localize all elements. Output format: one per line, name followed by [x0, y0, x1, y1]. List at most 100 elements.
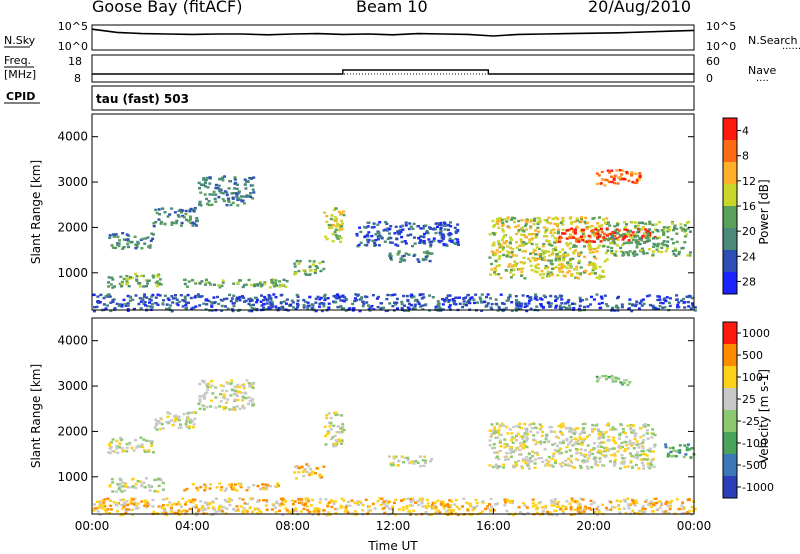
echo-cell [570, 499, 574, 503]
echo-cell [578, 259, 581, 263]
echo-cell [570, 461, 574, 464]
echo-cell [509, 445, 513, 449]
echo-cell [549, 229, 553, 232]
echo-cell [210, 380, 214, 383]
echo-cell [367, 238, 371, 242]
echo-cell [405, 507, 409, 510]
echo-cell [561, 422, 565, 425]
echo-cell [272, 285, 276, 288]
x-tick-label: 00:00 [75, 519, 110, 533]
x-tick-label: 00:00 [677, 519, 712, 533]
echo-cell [624, 226, 627, 229]
echo-cell [213, 197, 217, 201]
echo-cell [371, 502, 375, 506]
echo-cell [612, 464, 616, 467]
echo-cell [541, 306, 545, 309]
echo-cell [601, 464, 604, 467]
echo-cell [106, 508, 110, 511]
echo-cell [568, 449, 572, 452]
echo-cell [267, 296, 271, 300]
echo-cell [447, 505, 451, 509]
echo-cell [651, 304, 655, 308]
echo-cell [629, 423, 633, 427]
echo-cell [186, 415, 190, 419]
echo-cell [268, 286, 272, 289]
echo-cell [565, 500, 569, 503]
echo-cell [568, 307, 572, 310]
echo-cell [638, 443, 642, 446]
echo-cell [184, 503, 187, 506]
echo-cell [231, 309, 235, 313]
echo-cell [141, 297, 145, 301]
echo-cell [432, 228, 435, 231]
echo-cell [504, 501, 507, 504]
echo-cell [557, 240, 561, 243]
echo-cell [252, 176, 256, 179]
echo-cell [204, 283, 207, 286]
echo-cell [177, 513, 181, 517]
echo-cell [313, 472, 317, 475]
echo-cell [588, 225, 591, 229]
echo-cell [203, 489, 207, 492]
echo-cell [515, 232, 519, 236]
echo-cell [236, 192, 240, 195]
echo-cell [252, 307, 256, 310]
echo-cell [250, 306, 254, 310]
echo-cell [543, 441, 547, 444]
echo-cell [512, 273, 516, 276]
echo-cell [553, 448, 557, 452]
echo-cell [651, 450, 655, 453]
echo-cell [184, 422, 188, 426]
echo-cell [560, 267, 563, 270]
echo-cell [596, 464, 600, 467]
echo-cell [588, 236, 592, 239]
echo-cell [606, 169, 610, 172]
echo-cell [236, 309, 240, 312]
echo-cell [604, 303, 608, 306]
echo-cell [256, 284, 260, 287]
echo-cell [561, 216, 565, 220]
echo-cell [546, 221, 550, 224]
echo-cell [517, 506, 521, 509]
echo-cell [627, 503, 631, 506]
echo-cell [587, 239, 591, 243]
beam-title: Beam 10 [356, 0, 428, 16]
echo-cell [131, 298, 135, 301]
echo-cell [631, 466, 634, 469]
echo-cell [474, 498, 478, 502]
echo-cell [533, 297, 537, 300]
echo-cell [532, 257, 536, 260]
echo-cell [191, 306, 195, 309]
echo-cell [606, 304, 610, 308]
echo-cell [596, 451, 600, 454]
echo-cell [644, 228, 648, 231]
colorbar-frame [722, 321, 738, 499]
echo-cell [593, 247, 597, 251]
echo-cell [644, 222, 648, 225]
echo-cell [366, 304, 370, 307]
noise-sky-line [91, 28, 695, 37]
echo-cell [588, 247, 592, 250]
echo-cell [177, 509, 181, 512]
echo-cell [561, 509, 565, 513]
echo-cell [241, 199, 245, 202]
echo-cell [332, 208, 336, 211]
colorbar-swatch [723, 184, 737, 206]
echo-cell [120, 305, 124, 308]
echo-cell [242, 202, 246, 205]
echo-cell [682, 297, 686, 301]
echo-cell [237, 190, 241, 193]
echo-cell [598, 457, 602, 460]
echo-cell [429, 460, 433, 463]
echo-cell [308, 265, 312, 269]
echo-cell [645, 432, 649, 435]
echo-cell [92, 509, 96, 512]
echo-cell [534, 293, 538, 296]
echo-cell [187, 219, 191, 223]
echo-cell [640, 461, 644, 465]
echo-cell [160, 220, 163, 224]
echo-cell [647, 465, 650, 468]
echo-cell [557, 255, 561, 258]
echo-cell [140, 500, 144, 503]
echo-cell [661, 242, 665, 245]
